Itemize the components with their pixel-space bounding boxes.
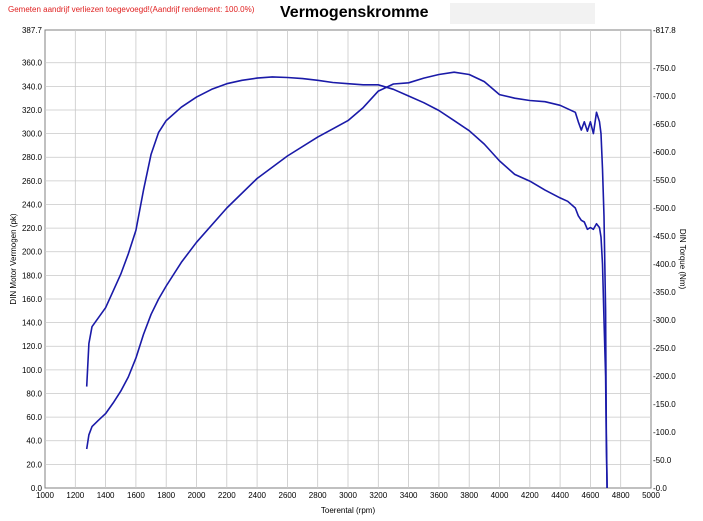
x-tick-label: 1000 [36,491,54,500]
right-tick-label: -100.0 [653,428,676,437]
left-tick-label: 260.0 [22,177,43,186]
x-tick-label: 2200 [218,491,236,500]
right-tick-label: -350.0 [653,288,676,297]
right-tick-label: -600.0 [653,148,676,157]
x-tick-label: 3000 [339,491,357,500]
left-tick-label: 360.0 [22,59,43,68]
x-tick-label: 2000 [188,491,206,500]
left-tick-label: 0.0 [31,484,43,493]
x-tick-label: 1800 [157,491,175,500]
left-tick-label: 240.0 [22,200,43,209]
right-tick-label: -50.0 [653,456,672,465]
right-tick-label: -0.0 [653,484,667,493]
right-tick-label: -150.0 [653,400,676,409]
x-tick-label: 3800 [460,491,478,500]
left-tick-label: 40.0 [26,437,42,446]
drive-loss-notice: Gemeten aandrijf verliezen toegevoegd!(A… [8,5,255,14]
series-group [85,71,608,489]
right-tick-label: -700.0 [653,92,676,101]
x-tick-label: 2400 [248,491,266,500]
right-tick-label: -400.0 [653,260,676,269]
right-tick-label: -250.0 [653,344,676,353]
right-tick-label: -300.0 [653,316,676,325]
x-tick-label: 5000 [642,491,660,500]
x-tick-label: 2600 [279,491,297,500]
left-tick-label: 300.0 [22,130,43,139]
x-tick-label: 1200 [66,491,84,500]
x-tick-label: 3400 [400,491,418,500]
title-bar-panel [450,3,595,24]
right-tick-labels: -0.0 -50.0 -100.0 -150.0 -200.0 -250.0 -300.0 -… [653,26,676,493]
chart-title: Vermogenskromme [280,4,429,21]
left-tick-label: 180.0 [22,271,43,280]
left-tick-label: 200.0 [22,248,43,257]
left-tick-label: 320.0 [22,106,43,115]
right-tick-label: -200.0 [653,372,676,381]
left-tick-label: 20.0 [26,460,42,469]
x-tick-label: 3200 [369,491,387,500]
right-tick-label: -650.0 [653,120,676,129]
left-tick-label-top: 387.7 [22,26,43,35]
left-tick-label: 160.0 [22,295,43,304]
left-tick-label: 100.0 [22,366,43,375]
x-tick-label: 2800 [309,491,327,500]
left-axis-title: DIN Motor Vermogen (pk) [9,213,18,304]
left-tick-label: 80.0 [26,389,42,398]
x-tick-label: 4200 [521,491,539,500]
x-tick-labels: 1000 1200 1400 1600 1800 2000 2200 2400 2600 2800… [36,491,660,500]
left-tick-label: 220.0 [22,224,43,233]
x-tick-label: 4000 [491,491,509,500]
right-tick-label: -550.0 [653,176,676,185]
right-tick-label-top: -817.8 [653,26,676,35]
right-tick-label: -750.0 [653,64,676,73]
x-tick-label: 1400 [97,491,115,500]
x-tick-label: 4400 [551,491,569,500]
left-tick-labels: 0.0 20.0 40.0 60.0 80.0 100.0 120.0 140.0 160.0 1… [22,26,43,493]
torque-series-line [85,76,608,489]
left-tick-label: 340.0 [22,82,43,91]
right-tick-label: -500.0 [653,204,676,213]
right-axis-title: DIN Torque (Nm) [678,229,687,290]
left-tick-label: 140.0 [22,319,43,328]
x-tick-label: 4600 [582,491,600,500]
power-series-line [85,71,608,489]
x-tick-label: 3600 [430,491,448,500]
x-tick-label: 1600 [127,491,145,500]
left-tick-label: 280.0 [22,153,43,162]
x-axis-title: Toerental (rpm) [321,506,376,515]
x-tick-label: 4800 [612,491,630,500]
left-tick-label: 120.0 [22,342,43,351]
right-tick-label: -450.0 [653,232,676,241]
left-tick-label: 60.0 [26,413,42,422]
grid-lines [45,30,651,488]
